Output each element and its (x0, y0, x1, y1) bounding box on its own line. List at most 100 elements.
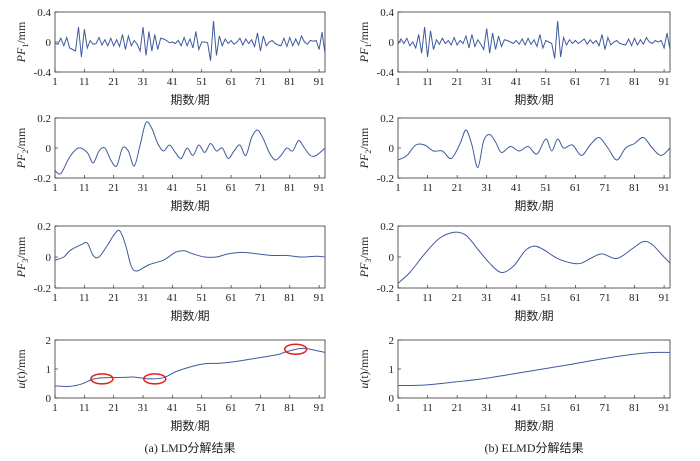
plot-frame (54, 117, 326, 179)
x-tick-label: 61 (226, 182, 237, 194)
x-tick-label: 51 (540, 76, 551, 88)
y-axis-label: PF2/mm (357, 127, 373, 169)
x-tick-label: 81 (629, 402, 640, 414)
y-tick-label: 0 (46, 37, 52, 49)
x-tick-label: 31 (481, 76, 492, 88)
x-tick-label: 71 (255, 292, 266, 304)
y-tick-label: 0.4 (37, 7, 51, 19)
x-tick-label: 81 (629, 292, 640, 304)
x-tick-label: 71 (599, 182, 610, 194)
x-tick-label: 91 (314, 76, 325, 88)
x-axis-label: 期数/期 (514, 92, 553, 107)
x-tick-label: 21 (452, 402, 463, 414)
x-tick-label: 81 (629, 182, 640, 194)
y-tick-label: 0.2 (37, 113, 51, 125)
x-tick-label: 11 (422, 402, 433, 414)
x-tick-label: 81 (284, 76, 295, 88)
y-tick-label: 0.2 (380, 113, 394, 125)
y-axis-label: u(t)/mm (14, 349, 28, 389)
x-tick-label: 61 (226, 76, 237, 88)
x-tick-label: 61 (570, 182, 581, 194)
y-axis-label: PF3/mm (357, 236, 373, 278)
x-axis-label: 期数/期 (514, 198, 553, 213)
x-tick-label: 11 (79, 76, 90, 88)
y-tick-label: 0.2 (380, 221, 394, 233)
caption-lmd: (a) LMD分解结果 (145, 441, 236, 455)
x-tick-label: 11 (422, 292, 433, 304)
x-tick-label: 31 (481, 182, 492, 194)
x-tick-label: 21 (452, 292, 463, 304)
x-tick-label: 21 (108, 182, 119, 194)
x-tick-label: 41 (167, 402, 178, 414)
x-tick-label: 1 (395, 402, 401, 414)
x-tick-label: 61 (570, 76, 581, 88)
x-tick-label: 71 (255, 402, 266, 414)
y-tick-label: 0 (46, 393, 52, 405)
plot-frame (397, 117, 671, 179)
x-tick-label: 81 (629, 76, 640, 88)
x-axis-label: 期数/期 (514, 418, 553, 433)
y-tick-label: -0.2 (34, 283, 51, 295)
series-line (398, 231, 670, 284)
y-axis-label: PF1/mm (14, 21, 30, 63)
x-tick-label: 61 (570, 402, 581, 414)
x-tick-label: 1 (395, 76, 401, 88)
x-tick-label: 71 (599, 76, 610, 88)
x-axis-label: 期数/期 (170, 308, 209, 323)
y-tick-label: -0.2 (377, 283, 394, 295)
x-axis-label: 期数/期 (170, 198, 209, 213)
x-tick-label: 21 (108, 402, 119, 414)
series-line (55, 121, 325, 175)
x-tick-label: 41 (511, 182, 522, 194)
series-line (398, 351, 670, 387)
y-tick-label: 0 (389, 143, 395, 155)
y-tick-label: 2 (46, 335, 52, 347)
x-tick-label: 11 (79, 292, 90, 304)
x-tick-label: 11 (79, 402, 90, 414)
series-line (55, 229, 325, 272)
x-tick-label: 61 (570, 292, 581, 304)
y-tick-label: 2 (389, 335, 395, 347)
y-tick-label: -0.4 (34, 67, 52, 79)
x-tick-label: 31 (481, 402, 492, 414)
x-tick-label: 11 (422, 76, 433, 88)
series-line (398, 129, 670, 169)
plot-frame (54, 11, 326, 73)
x-tick-label: 71 (255, 182, 266, 194)
x-axis-label: 期数/期 (514, 308, 553, 323)
x-tick-label: 31 (138, 402, 149, 414)
x-tick-label: 31 (138, 76, 149, 88)
x-tick-label: 91 (314, 292, 325, 304)
x-tick-label: 51 (196, 76, 207, 88)
x-tick-label: 11 (79, 182, 90, 194)
series-line (55, 20, 325, 61)
x-tick-label: 61 (226, 292, 237, 304)
y-axis-label: PF3/mm (14, 236, 30, 278)
y-tick-label: -0.4 (377, 67, 395, 79)
x-tick-label: 81 (284, 182, 295, 194)
y-axis-label: PF2/mm (14, 127, 30, 169)
y-tick-label: 0 (389, 37, 395, 49)
y-tick-label: 0 (389, 252, 395, 264)
x-tick-label: 51 (540, 182, 551, 194)
x-tick-label: 1 (52, 402, 58, 414)
highlight-ellipse (143, 373, 167, 385)
x-tick-label: 81 (284, 402, 295, 414)
x-tick-label: 41 (511, 402, 522, 414)
x-tick-label: 1 (52, 76, 58, 88)
x-tick-label: 41 (167, 76, 178, 88)
x-tick-label: 41 (511, 292, 522, 304)
x-tick-label: 91 (659, 182, 670, 194)
x-tick-label: 61 (226, 402, 237, 414)
series-line (55, 347, 325, 387)
y-tick-label: 1 (46, 364, 52, 376)
y-tick-label: 0 (389, 393, 395, 405)
highlight-ellipse (283, 343, 308, 356)
x-tick-label: 51 (196, 292, 207, 304)
